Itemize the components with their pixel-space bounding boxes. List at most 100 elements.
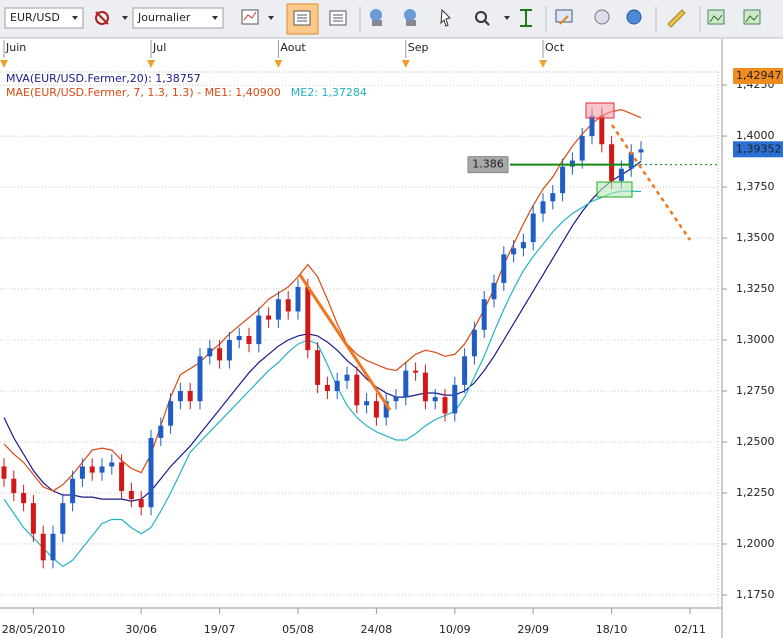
candle-body bbox=[30, 503, 36, 534]
candle-body bbox=[60, 503, 66, 534]
period-select[interactable] bbox=[132, 7, 224, 29]
candle-body bbox=[579, 136, 585, 161]
candle-body bbox=[50, 533, 56, 561]
icon-button[interactable] bbox=[286, 3, 319, 35]
y-tick-label: 1,1750 bbox=[736, 588, 775, 601]
candle-body bbox=[550, 193, 556, 202]
icon-button[interactable] bbox=[329, 10, 347, 26]
month-marker bbox=[401, 60, 410, 68]
x-tick-label: 29/09 bbox=[517, 623, 549, 636]
icon-button[interactable] bbox=[440, 8, 451, 27]
x-tick-label: 28/05/2010 bbox=[2, 623, 65, 636]
icon-button[interactable] bbox=[475, 11, 490, 26]
candle-body bbox=[471, 329, 477, 357]
level-label-box bbox=[467, 156, 509, 174]
y-tick-label: 1,2750 bbox=[736, 384, 775, 397]
dropdown-arrow bbox=[212, 16, 218, 20]
symbol-select[interactable] bbox=[4, 7, 84, 29]
candle-body bbox=[1, 466, 7, 479]
top-axis-bg bbox=[0, 39, 783, 69]
month-label: Oct bbox=[545, 41, 565, 54]
candle-body bbox=[618, 168, 624, 181]
x-tick-label: 05/08 bbox=[282, 623, 314, 636]
candle-body bbox=[128, 490, 134, 500]
month-marker bbox=[274, 60, 283, 68]
candle-body bbox=[462, 356, 468, 385]
x-tick-label: 19/07 bbox=[204, 623, 236, 636]
candle-body bbox=[638, 149, 644, 153]
candle-body bbox=[530, 213, 536, 243]
x-tick-label: 30/06 bbox=[125, 623, 157, 636]
month-marker bbox=[147, 60, 155, 68]
dropdown-arrow bbox=[72, 16, 78, 20]
level-label: 1.386 bbox=[472, 158, 504, 171]
candle-body bbox=[148, 437, 154, 508]
candle-body bbox=[236, 335, 242, 341]
y-tick-label: 1,2000 bbox=[736, 537, 775, 550]
last-price-label: 1,39352 bbox=[736, 142, 782, 155]
candle-body bbox=[491, 282, 497, 300]
candle-body bbox=[21, 492, 27, 504]
candle-body bbox=[197, 356, 203, 402]
icon-button[interactable] bbox=[667, 9, 686, 28]
x-tick-label: 18/10 bbox=[596, 623, 628, 636]
candle-body bbox=[511, 248, 517, 255]
y-tick-label: 1,3750 bbox=[736, 180, 775, 193]
icon-button[interactable] bbox=[370, 9, 382, 26]
candle-body bbox=[599, 115, 605, 145]
candle-body bbox=[207, 348, 213, 357]
candle-body bbox=[119, 462, 125, 491]
candle-body bbox=[109, 462, 115, 467]
icon-button[interactable] bbox=[95, 11, 109, 25]
month-marker bbox=[539, 60, 547, 68]
candle-body bbox=[501, 254, 507, 283]
candle-body bbox=[315, 350, 321, 385]
icon-button[interactable] bbox=[594, 9, 610, 25]
high-price-label: 1,42947 bbox=[736, 69, 782, 82]
icon-button[interactable] bbox=[555, 9, 573, 25]
candle-body bbox=[305, 286, 311, 351]
month-label: Jul bbox=[152, 41, 166, 54]
icon-button[interactable] bbox=[743, 9, 761, 25]
candle-body bbox=[217, 348, 223, 361]
icon-button[interactable] bbox=[404, 9, 416, 26]
legend: MVA(EUR/USD.Fermer,20): 1,38757 bbox=[6, 72, 201, 85]
candle-body bbox=[266, 315, 272, 320]
legend-indicator: MAE(EUR/USD.Fermer, 7, 1.3, 1.3) - bbox=[6, 86, 205, 99]
candle-body bbox=[256, 315, 262, 345]
dropdown-arrow bbox=[268, 16, 274, 20]
candle-body bbox=[89, 466, 95, 473]
candle-body bbox=[383, 401, 389, 418]
dropdown-arrow bbox=[504, 16, 510, 20]
candle-body bbox=[560, 166, 566, 194]
y-tick-label: 1,3500 bbox=[736, 231, 775, 244]
candle-body bbox=[452, 384, 458, 414]
trend-projection bbox=[610, 124, 692, 241]
icon-button[interactable] bbox=[241, 9, 259, 25]
icon-button[interactable] bbox=[520, 9, 532, 27]
x-tick-label: 10/09 bbox=[439, 623, 471, 636]
candle-body bbox=[373, 401, 379, 418]
candle-body bbox=[99, 466, 105, 473]
candle-body bbox=[226, 340, 232, 361]
x-tick-label: 24/08 bbox=[361, 623, 393, 636]
y-tick-label: 1,3250 bbox=[736, 282, 775, 295]
candle-body bbox=[540, 201, 546, 214]
candle-body bbox=[413, 370, 419, 373]
month-label: Aout bbox=[280, 41, 306, 54]
dropdown-arrow bbox=[122, 16, 128, 20]
candle-body bbox=[432, 397, 438, 402]
candle-body bbox=[324, 384, 330, 392]
bottom-zone bbox=[596, 181, 633, 198]
candle-body bbox=[403, 370, 409, 398]
period-text: Journalier bbox=[137, 11, 191, 24]
icon-button[interactable] bbox=[626, 9, 642, 25]
toolbar: EUR/USD Journalier bbox=[0, 0, 783, 39]
plot-layer bbox=[0, 84, 718, 596]
candle-body bbox=[79, 466, 85, 479]
legend: MAE(EUR/USD.Fermer, 7, 1.3, 1.3) - ME1: … bbox=[6, 86, 367, 99]
icon-button[interactable] bbox=[707, 9, 725, 25]
candle-body bbox=[285, 299, 291, 312]
candle-body bbox=[158, 425, 164, 438]
